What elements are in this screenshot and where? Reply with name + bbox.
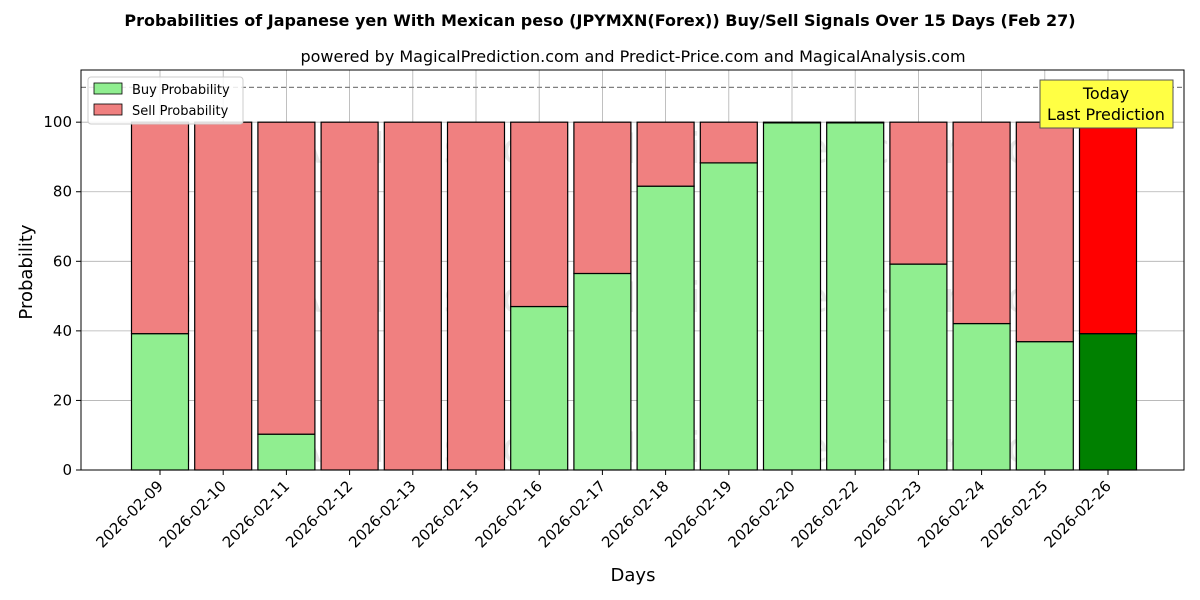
annotation-box (1039, 79, 1174, 129)
bar-sell (510, 121, 569, 308)
bars (130, 121, 1138, 471)
bar-buy (826, 122, 885, 471)
chart-title: Probabilities of Japanese yen With Mexic… (124, 11, 1075, 30)
y-tick-label: 40 (53, 322, 72, 340)
chart-subtitle: powered by MagicalPrediction.com and Pre… (300, 47, 965, 66)
bar-sell (762, 121, 822, 124)
bar-sell (1015, 121, 1074, 343)
x-tick-label: 2026-02-13 (345, 477, 419, 551)
bar-sell (952, 121, 1011, 325)
x-tick-label: 2026-02-12 (282, 477, 356, 551)
x-tick-label: 2026-02-16 (472, 477, 546, 551)
bar-sell (636, 121, 695, 187)
legend-box (87, 76, 244, 125)
bar-buy (952, 322, 1011, 471)
bar-sell (383, 121, 442, 471)
today-annotation: Today Last Prediction (1039, 79, 1174, 129)
bar-sell (320, 121, 379, 471)
bar-sell (446, 121, 506, 471)
bar-buy (636, 185, 695, 471)
y-tick-label: 60 (53, 252, 72, 270)
bar-buy (699, 162, 758, 471)
bar-buy (257, 433, 316, 471)
plot-frame (80, 69, 1185, 471)
y-tick-label: 0 (62, 461, 72, 479)
x-tick-label: 2026-02-22 (788, 477, 862, 551)
bar-buy (889, 263, 948, 471)
legend-label-sell: Sell Probability (132, 104, 229, 119)
bar-sell (194, 121, 253, 471)
bar-buy (573, 272, 632, 471)
y-axis-label: Probability (16, 224, 37, 319)
x-tick-label: 2026-02-24 (914, 477, 988, 551)
x-tick-label: 2026-02-17 (535, 477, 609, 551)
y-ticks: 0 20 40 60 80 100 (43, 113, 81, 479)
bar-buy (510, 305, 569, 471)
bar-buy (130, 333, 190, 471)
bar-sell (130, 121, 190, 335)
bar-sell (573, 121, 632, 275)
y-tick-label: 100 (43, 113, 72, 131)
y-tick-label: 80 (53, 183, 72, 201)
bar-sell (889, 121, 948, 265)
x-tick-label: 2026-02-25 (977, 477, 1051, 551)
bar-buy (762, 122, 822, 471)
x-tick-label: 2026-02-15 (408, 477, 482, 551)
legend-label-buy: Buy Probability (132, 83, 230, 98)
x-tick-label: 2026-02-11 (219, 477, 293, 551)
bar-sell (257, 121, 316, 435)
x-tick-label: 2026-02-18 (598, 477, 672, 551)
legend-swatch-sell (93, 103, 123, 116)
x-tick-label: 2026-02-26 (1040, 477, 1114, 551)
x-axis-label: Days (611, 565, 656, 586)
bar-sell (699, 121, 758, 164)
annotation-line2: Last Prediction (1047, 105, 1165, 124)
x-tick-label: 2026-02-19 (661, 477, 735, 551)
annotation-line1: Today (1082, 84, 1129, 103)
x-tick-label: 2026-02-09 (92, 477, 166, 551)
bar-sell (1078, 121, 1138, 335)
legend-swatch-buy (93, 82, 123, 95)
x-ticks: 2026-02-092026-02-102026-02-112026-02-12… (92, 470, 1115, 551)
x-tick-label: 2026-02-10 (156, 477, 230, 551)
bar-buy (1078, 333, 1138, 471)
y-tick-label: 20 (53, 391, 72, 409)
bar-sell (826, 121, 885, 124)
x-tick-label: 2026-02-23 (851, 477, 925, 551)
legend: Buy Probability Sell Probability (87, 76, 244, 125)
bar-buy (1015, 341, 1074, 471)
x-tick-label: 2026-02-20 (724, 477, 798, 551)
